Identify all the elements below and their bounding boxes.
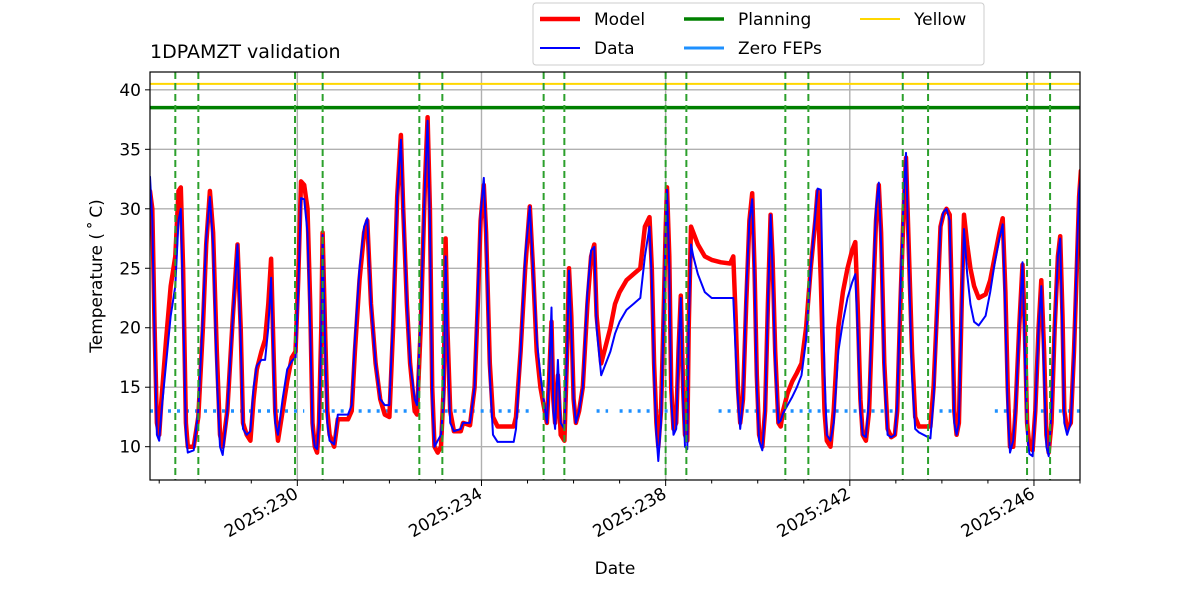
x-tick-label: 2025:238 bbox=[590, 484, 671, 542]
x-tick-label: 2025:242 bbox=[774, 484, 855, 542]
legend-label: Planning bbox=[738, 10, 811, 30]
x-tick-label: 2025:246 bbox=[958, 484, 1039, 542]
x-tick-label: 2025:234 bbox=[405, 484, 486, 542]
y-tick-label: 15 bbox=[119, 378, 141, 398]
legend-label: Zero FEPs bbox=[738, 39, 822, 59]
legend: Model Data Planning Zero FEPs Yellow bbox=[532, 2, 985, 66]
data-series-line bbox=[150, 119, 1080, 462]
y-tick-label: 40 bbox=[119, 81, 141, 101]
grid bbox=[150, 72, 1080, 480]
legend-label: Data bbox=[594, 39, 635, 59]
y-tick-label: 35 bbox=[119, 140, 141, 160]
y-tick-label: 20 bbox=[119, 319, 141, 339]
x-axis-label: Date bbox=[595, 559, 636, 579]
x-tick-label: 2025:230 bbox=[221, 484, 302, 542]
model-series-line bbox=[150, 114, 1080, 455]
y-tick-label: 30 bbox=[119, 200, 141, 220]
y-axis-label: Temperature ( ˚ C) bbox=[86, 199, 107, 354]
event-lines bbox=[174, 72, 1052, 480]
limit-lines bbox=[150, 82, 1080, 413]
series-lines bbox=[150, 114, 1080, 462]
plot-frame bbox=[149, 71, 1081, 481]
legend-label: Yellow bbox=[913, 10, 966, 30]
y-tick-label: 10 bbox=[119, 438, 141, 458]
chart-title: 1DPAMZT validation bbox=[150, 41, 341, 63]
legend-label: Model bbox=[594, 10, 645, 30]
y-tick-label: 25 bbox=[119, 259, 141, 279]
